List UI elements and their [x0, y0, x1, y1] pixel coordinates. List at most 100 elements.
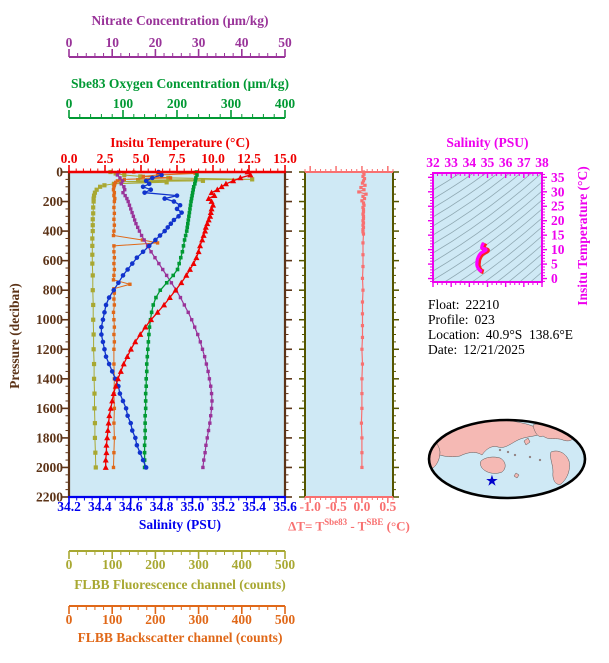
- tick-label: -1.0: [299, 499, 321, 514]
- nitrate-axis: 0 10 20 30 40 50: [66, 35, 292, 58]
- tick-label: 30: [192, 35, 206, 50]
- delta-t-panel: -1.0 -0.5 0.0 0.5: [299, 166, 399, 514]
- tick-label: 400: [43, 224, 64, 239]
- tick-label: 15: [551, 228, 565, 243]
- date-value: 12/21/2025: [463, 342, 525, 357]
- ts-curve: [475, 242, 490, 275]
- tick-label: 35: [481, 155, 495, 170]
- tick-label: 0.5: [379, 499, 396, 514]
- delta-t-axis-title: ΔT= TSbe83 - TSBE (°C): [284, 517, 414, 534]
- tick-label: 35.6: [273, 499, 297, 514]
- backscatter-axis: 0 100 200 300 400 500: [66, 605, 296, 627]
- tick-label: 2000: [36, 460, 63, 475]
- delta-t-formula-sup2: SBE: [366, 517, 384, 527]
- tick-label: 0.0: [61, 151, 78, 166]
- ts-salinity-axis-title: Salinity (PSU): [446, 135, 529, 150]
- tick-label: 10: [105, 35, 119, 50]
- tick-label: 1600: [36, 401, 63, 416]
- tick-label: 40: [235, 35, 249, 50]
- tick-label: 20: [149, 35, 163, 50]
- tick-label: 38: [535, 155, 549, 170]
- tick-label: 32: [426, 155, 440, 170]
- tick-label: 33: [444, 155, 458, 170]
- profile-row: Profile: 023: [428, 312, 573, 327]
- tick-label: 600: [43, 253, 64, 268]
- oxygen-curve: [142, 170, 199, 470]
- delta-t-formula-mid: - T: [347, 518, 367, 534]
- ts-temperature-axis-title: Insitu Temperature (°C): [575, 166, 590, 306]
- tick-label: 300: [188, 612, 209, 627]
- pressure-axis-title: Pressure (decibar): [7, 283, 22, 389]
- fluorescence-axis: 0 100 200 300 400 500: [66, 550, 296, 572]
- tick-label: 5: [551, 257, 558, 272]
- tick-label: 200: [43, 194, 64, 209]
- profile-value: 023: [474, 312, 495, 327]
- tick-label: 400: [232, 612, 253, 627]
- tick-label: 100: [102, 612, 123, 627]
- tick-label: 500: [275, 612, 296, 627]
- tick-label: 10.0: [201, 151, 225, 166]
- tick-label: 34.8: [150, 499, 174, 514]
- temperature-curve: [102, 168, 254, 470]
- tick-label: 0: [551, 271, 558, 286]
- tick-label: 400: [275, 96, 296, 111]
- tick-label: 2.5: [97, 151, 114, 166]
- tick-label: 100: [102, 557, 123, 572]
- delta-t-formula-sup1: Sbe83: [324, 517, 348, 527]
- oxygen-axis: 0 100 200 300 400: [66, 96, 296, 119]
- tick-label: 34: [463, 155, 477, 170]
- tick-label: 10: [551, 242, 565, 257]
- tick-label: 1800: [36, 430, 63, 445]
- tick-label: 20: [551, 213, 565, 228]
- tick-label: 1200: [36, 342, 63, 357]
- delta-t-formula-suffix: (°C): [383, 518, 410, 534]
- nitrate-curve: [115, 170, 214, 470]
- tick-label: 300: [221, 96, 242, 111]
- tick-label: 34.2: [57, 499, 81, 514]
- oxygen-axis-title: Sbe83 Oxygen Concentration (μm/kg): [70, 76, 290, 91]
- tick-label: 25: [551, 199, 565, 214]
- float-location-star: ★: [486, 473, 498, 488]
- tick-label: 36: [499, 155, 513, 170]
- salinity-curve: [99, 169, 184, 470]
- tick-label: 500: [275, 557, 296, 572]
- tick-label: 200: [145, 557, 166, 572]
- tick-label: 7.5: [169, 151, 186, 166]
- tick-label: 37: [517, 155, 531, 170]
- map-outline: [427, 418, 587, 500]
- tick-label: 30: [551, 184, 565, 199]
- float-value: 22210: [465, 297, 500, 312]
- tick-label: 34.4: [88, 499, 112, 514]
- float-info-block: Float: 22210 Profile: 023 Location: 40.9°S …: [428, 297, 573, 357]
- salinity-axis-title: Salinity (PSU): [138, 517, 222, 532]
- delta-t-curve: [357, 170, 368, 470]
- tick-label: 0: [66, 612, 73, 627]
- tick-label: 35.0: [181, 499, 205, 514]
- delta-t-formula-prefix: ΔT= T: [288, 518, 325, 534]
- tick-label: 200: [167, 96, 188, 111]
- tick-label: 35: [551, 170, 565, 185]
- tick-label: 50: [278, 35, 292, 50]
- tick-label: 0: [66, 96, 73, 111]
- tick-label: 34.6: [119, 499, 143, 514]
- tick-label: 200: [145, 612, 166, 627]
- temperature-axis-title: Insitu Temperature (°C): [110, 135, 250, 150]
- tick-label: 0: [66, 35, 73, 50]
- tick-label: 0: [66, 557, 73, 572]
- tick-label: 1400: [36, 371, 63, 386]
- tick-label: 0.0: [354, 499, 371, 514]
- tick-label: -0.5: [325, 499, 347, 514]
- tick-label: 0: [56, 165, 63, 180]
- profile-label: Profile:: [428, 312, 469, 327]
- tick-label: 300: [188, 557, 209, 572]
- tick-label: 35.2: [211, 499, 235, 514]
- tick-label: 35.4: [242, 499, 266, 514]
- date-row: Date: 12/21/2025: [428, 342, 573, 357]
- tick-label: 100: [113, 96, 134, 111]
- date-label: Date:: [428, 342, 458, 357]
- backscatter-axis-title: FLBB Backscatter channel (counts): [77, 630, 283, 645]
- tick-label: 800: [43, 283, 64, 298]
